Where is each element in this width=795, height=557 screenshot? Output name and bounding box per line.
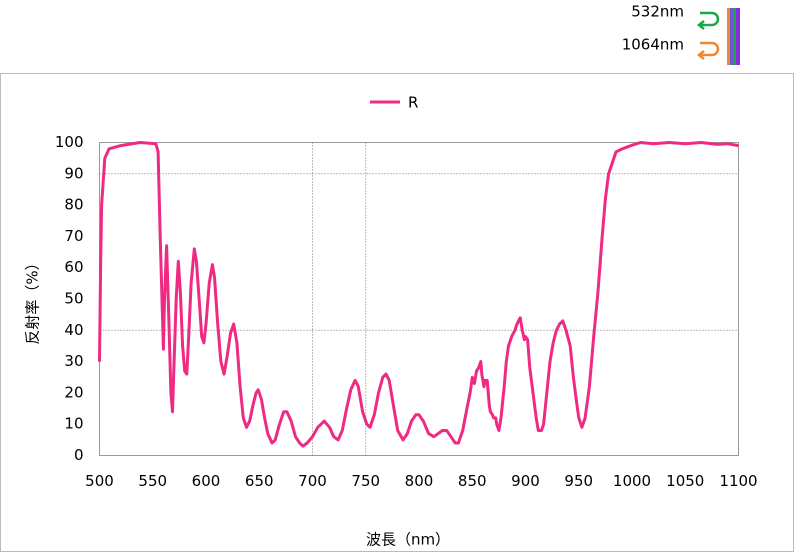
y-tick-label: 30 [64,352,83,370]
y-tick-label: 50 [64,290,83,308]
y-tick-label: 20 [64,383,83,401]
y-tick-label: 100 [55,133,84,151]
x-tick-label: 850 [458,472,487,490]
y-tick-label: 40 [64,321,83,339]
x-tick-label: 700 [298,472,327,490]
y-tick-label: 90 [64,164,83,182]
chart-frame [0,73,794,552]
laser-label: 1064nm [622,36,684,54]
x-tick-label: 500 [85,472,114,490]
x-tick-label: 1050 [666,472,704,490]
y-tick-label: 70 [64,227,83,245]
y-tick-label: 10 [64,415,83,433]
x-tick-label: 1000 [613,472,651,490]
x-tick-label: 950 [564,472,593,490]
x-tick-label: 900 [511,472,540,490]
y-tick-label: 80 [64,196,83,214]
x-tick-label: 550 [138,472,167,490]
y-tick-label: 0 [74,446,84,464]
legend-label: R [408,94,418,112]
y-axis-label: 反射率（%） [24,255,42,344]
x-tick-label: 1100 [719,472,757,490]
x-axis-label: 波長（nm） [366,531,450,549]
x-tick-label: 750 [351,472,380,490]
data-line [98,141,739,448]
x-tick-label: 650 [245,472,274,490]
x-tick-label: 600 [192,472,221,490]
mirror-icon [696,8,740,65]
x-tick-label: 800 [405,472,434,490]
laser-label: 532nm [631,3,684,21]
y-tick-label: 60 [64,258,83,276]
